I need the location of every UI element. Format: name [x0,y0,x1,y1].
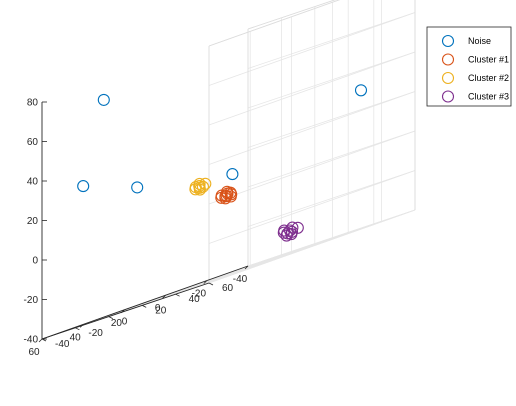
gridline-back-z [208,51,416,126]
y-axis-line [41,282,210,340]
wall-edge [208,0,341,47]
x-tick-mark [79,324,84,328]
z-tick-label: 80 [27,98,39,109]
noise-point [97,93,110,106]
x-tick-mark [244,265,249,270]
series-2 [215,185,238,205]
y-tick-label: 0 [122,317,128,328]
series-4 [277,221,304,242]
z-tick-label: -40 [24,335,39,346]
data-points [77,84,368,242]
legend-marker [441,71,455,85]
z-tick-label: 40 [27,177,39,188]
x-tick-label: -40 [233,274,248,285]
x-axis-line [41,265,249,340]
gridline-side-z [247,209,416,267]
y-tick-label: -40 [55,339,70,350]
x-tick-mark [162,294,166,299]
gridline-side-z [247,12,416,69]
x-tick-mark [38,338,43,343]
cluster-point [196,180,209,193]
tick-labels: -40-200204060-40-200204060-40-2002040608… [24,98,248,359]
gridline-side-z [247,91,416,148]
y-tick-mark [142,305,147,308]
y-tick-label: -20 [88,328,103,339]
cluster-point [189,181,202,194]
x-tick-label: 0 [155,303,161,314]
gridline-side-z [247,130,416,188]
x-tick-mark [203,280,208,284]
x-tick-label: 20 [111,318,123,329]
legend-marker [441,53,455,66]
gridline-side-z [247,170,416,227]
legend-label: Cluster #3 [468,92,509,102]
gridline-back-z [208,91,416,165]
legend: Noise Cluster #1 Cluster #2 Cluster #3 [426,26,512,107]
axis-frame [38,101,249,343]
legend-label: Cluster #2 [468,73,509,83]
legend-marker [441,34,455,48]
y-tick-label: 60 [222,283,234,294]
cluster-point [221,185,234,198]
gridline-side-z [247,51,416,109]
cluster-point [278,224,291,237]
z-tick-label: 20 [27,216,39,227]
gridline-back-z [208,170,416,244]
series-1 [77,84,368,194]
x-tick-label: 40 [70,332,82,343]
noise-point [77,180,90,193]
y-tick-mark [108,316,113,319]
y-tick-label: 20 [155,305,167,316]
legend-box [426,26,512,107]
x-tick-label: -20 [192,289,207,300]
noise-point [131,181,144,194]
series-3 [189,177,212,196]
y-tick-mark [175,293,180,297]
legend-label: Cluster #1 [468,55,509,65]
gridline-back-z [208,130,416,205]
y-tick-label: 40 [189,294,201,305]
cluster-point [291,221,304,234]
z-tick-label: -20 [24,295,39,306]
gridline-back-z [208,12,416,86]
x-tick-label: 60 [28,347,40,358]
legend-label: Noise [468,36,491,46]
legend-marker [441,90,455,103]
y-tick-mark [208,282,214,286]
y-tick-mark [75,327,80,331]
noise-point [354,84,368,97]
gridline-back-z [208,209,416,284]
gridline-floor-y [108,243,315,317]
x-tick-mark [121,309,125,314]
z-tick-label: 0 [32,256,38,267]
noise-point [226,168,239,181]
z-tick-label: 60 [27,137,39,148]
gridline-floor-y [175,220,382,295]
wall-edge [247,0,336,30]
